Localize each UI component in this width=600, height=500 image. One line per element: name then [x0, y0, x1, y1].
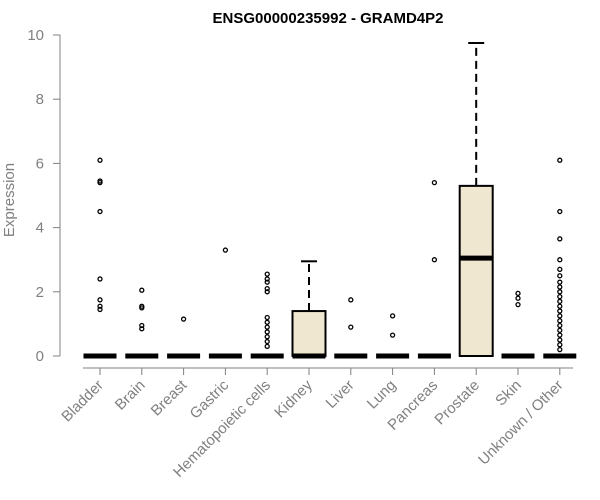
- outlier-point: [97, 303, 103, 309]
- outlier-point: [97, 178, 103, 184]
- outlier-point: [264, 324, 270, 330]
- outlier-point: [557, 284, 563, 290]
- outlier-point: [97, 306, 103, 313]
- x-tick-label: Prostate: [431, 377, 483, 429]
- outlier-point: [557, 293, 563, 300]
- y-tick-label: 6: [36, 155, 44, 172]
- y-tick-label: 10: [27, 27, 44, 44]
- outlier-point: [431, 257, 438, 263]
- outlier-point: [557, 313, 563, 319]
- outlier-point: [97, 297, 103, 303]
- outlier-point: [557, 327, 563, 333]
- outlier-point: [557, 236, 563, 242]
- box-gastric: [208, 247, 242, 359]
- outlier-point: [557, 157, 563, 163]
- x-tick-label: Breast: [148, 376, 191, 419]
- y-tick-label: 0: [36, 348, 44, 365]
- box-kidney: [291, 260, 327, 359]
- outlier-point: [97, 276, 103, 282]
- outlier-point: [515, 290, 521, 297]
- x-tick-label: Lung: [364, 377, 400, 413]
- outlier-point: [348, 297, 354, 303]
- outlier-point: [557, 346, 563, 353]
- outlier-point: [264, 285, 270, 292]
- chart-title: ENSG00000235992 - GRAMD4P2: [213, 10, 444, 27]
- box-hematopoietic-cells: [250, 271, 284, 359]
- outlier-point: [389, 313, 396, 319]
- outlier-point: [264, 329, 270, 335]
- outlier-point: [515, 301, 521, 308]
- box-liver: [334, 297, 368, 359]
- box-pancreas: [417, 180, 451, 359]
- y-tick-label: 8: [36, 91, 44, 108]
- outlier-point: [557, 289, 563, 295]
- outlier-point: [264, 279, 270, 285]
- box-bladder: [83, 157, 117, 359]
- outlier-point: [557, 332, 563, 338]
- outlier-point: [264, 271, 270, 277]
- outlier-point: [557, 279, 563, 285]
- box-skin: [501, 290, 535, 359]
- y-axis-label: Expression: [1, 163, 18, 237]
- outlier-point: [139, 326, 145, 332]
- outlier-point: [557, 308, 563, 314]
- outlier-point: [557, 273, 563, 279]
- plot-area: [83, 42, 577, 359]
- outlier-point: [264, 314, 270, 321]
- outlier-point: [264, 334, 270, 340]
- outlier-point: [557, 342, 563, 348]
- y-tick-label: 4: [36, 220, 44, 237]
- outlier-point: [180, 316, 187, 322]
- outlier-point: [557, 303, 563, 309]
- box-body: [458, 184, 494, 357]
- outlier-point: [557, 208, 563, 215]
- outlier-point: [557, 298, 563, 305]
- outlier-point: [557, 337, 563, 343]
- outlier-point: [431, 180, 438, 186]
- outlier-point: [264, 276, 270, 282]
- outlier-point: [557, 322, 563, 329]
- outlier-point: [557, 318, 563, 324]
- outlier-point: [139, 322, 145, 329]
- x-tick-label: Skin: [492, 377, 525, 410]
- outlier-point: [515, 295, 521, 301]
- outlier-point: [389, 332, 396, 338]
- y-tick-label: 2: [36, 284, 44, 301]
- outlier-point: [139, 287, 145, 293]
- outlier-point: [139, 303, 145, 309]
- x-tick-label: Brain: [112, 377, 149, 414]
- outlier-point: [348, 324, 354, 330]
- box-unknown-other: [543, 157, 577, 359]
- outlier-point: [97, 157, 103, 163]
- box-brain: [125, 287, 159, 359]
- outlier-point: [557, 257, 563, 263]
- box-body: [291, 310, 327, 357]
- box-lung: [376, 313, 410, 359]
- x-tick-label: Bladder: [58, 377, 107, 426]
- outlier-point: [264, 289, 270, 295]
- outlier-point: [97, 208, 103, 215]
- y-axis-ticks: 0 2 4 6 8 10: [27, 27, 60, 365]
- x-tick-label: Kidney: [271, 376, 316, 421]
- outlier-point: [222, 247, 229, 253]
- outlier-point: [264, 343, 270, 350]
- box-breast: [167, 316, 201, 359]
- box-prostate: [458, 42, 494, 357]
- x-tick-label: Liver: [323, 377, 358, 412]
- outlier-point: [264, 338, 270, 345]
- outlier-point: [557, 266, 563, 272]
- outlier-point: [264, 319, 270, 325]
